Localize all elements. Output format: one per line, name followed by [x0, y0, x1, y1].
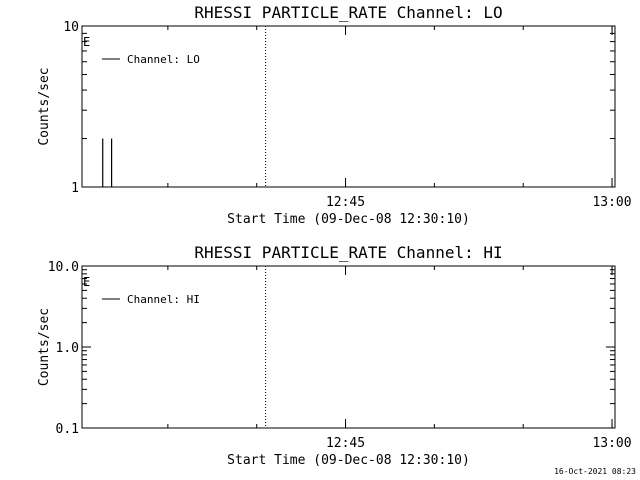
y-tick-label: 1 — [71, 181, 79, 196]
event-marker: E — [83, 275, 90, 289]
chart-panel-2: RHESSI PARTICLE_RATE Channel: HI Counts/s… — [37, 243, 632, 468]
x-tick-label: 12:45 — [326, 195, 365, 210]
chart-panel-1: RHESSI PARTICLE_RATE Channel: LO Counts/s… — [37, 3, 632, 227]
y-axis-label: Counts/sec — [37, 308, 52, 386]
y-axis-label: Counts/sec — [37, 67, 52, 145]
y-tick-label: 10 — [63, 20, 79, 35]
y-tick-label: 10.0 — [48, 260, 79, 275]
y-tick-label: 0.1 — [56, 422, 79, 437]
plot-frame — [81, 265, 616, 429]
x-axis-label: Start Time (09-Dec-08 12:30:10) — [227, 453, 470, 468]
x-tick-label: 12:45 — [326, 436, 365, 451]
x-axis-label: Start Time (09-Dec-08 12:30:10) — [227, 212, 470, 227]
plot-frame — [81, 25, 616, 188]
legend-entry: Channel: HI — [127, 293, 200, 306]
chart-title: RHESSI PARTICLE_RATE Channel: HI — [194, 243, 502, 262]
footer-timestamp: 16-Oct-2021 08:23 — [554, 467, 636, 476]
x-tick-label: 13:00 — [592, 436, 631, 451]
y-tick-label: 1.0 — [56, 341, 79, 356]
legend-entry: Channel: LO — [127, 53, 200, 66]
x-tick-label: 13:00 — [592, 195, 631, 210]
chart-title: RHESSI PARTICLE_RATE Channel: LO — [194, 3, 502, 22]
event-marker: E — [83, 35, 90, 49]
